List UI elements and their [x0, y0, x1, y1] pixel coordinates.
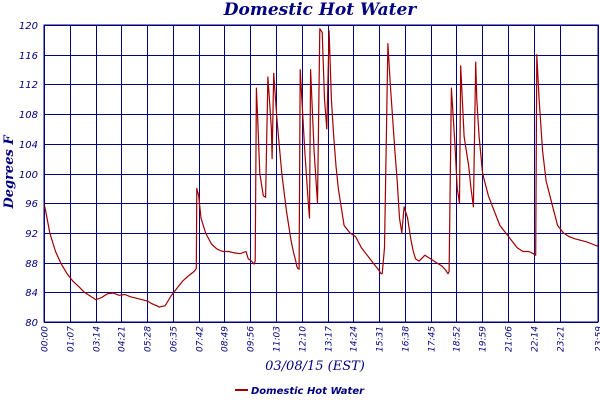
y-axis-label: Degrees F: [2, 135, 17, 210]
chart-title: Domestic Hot Water: [223, 0, 418, 20]
x-tick-label: 07:42: [196, 326, 206, 352]
x-tick-label: 11:03: [273, 326, 283, 352]
x-tick-label: 15:31: [376, 326, 386, 352]
plot-frame: [43, 24, 599, 323]
x-tick-label: 06:35: [170, 326, 180, 352]
x-tick-label: 19:59: [479, 326, 489, 352]
x-tick-label: 03:14: [93, 326, 103, 352]
x-tick-label: 23:21: [557, 326, 567, 352]
y-tick-label: 96: [25, 199, 38, 210]
x-axis-label: 03/08/15 (EST): [265, 359, 365, 374]
y-tick-label: 112: [19, 80, 38, 91]
x-tick-label: 14:24: [350, 326, 360, 352]
y-tick-label: 120: [19, 21, 38, 32]
x-tick-label: 01:07: [67, 326, 77, 352]
x-tick-label: 00:00: [41, 326, 51, 352]
x-tick-label: 09:56: [247, 326, 257, 352]
x-tick-label: 17:45: [428, 326, 438, 352]
x-tick-label: 16:38: [402, 326, 412, 352]
x-tick-label: 21:06: [505, 326, 515, 352]
legend-label: Domestic Hot Water: [251, 386, 365, 397]
y-tick-label: 92: [25, 229, 38, 240]
x-tick-label: 22:14: [531, 326, 541, 352]
x-tick-label: 08:49: [221, 326, 231, 352]
y-tick-label: 116: [19, 51, 38, 62]
y-tick-label: 104: [19, 140, 38, 151]
y-tick-label: 108: [19, 110, 38, 121]
grid-layer: [44, 25, 599, 323]
y-axis-ticks: 80 84 88 92 96 100 104 108 112 116 120: [19, 21, 38, 329]
x-tick-label: 05:28: [144, 326, 154, 352]
x-tick-label: 12:10: [299, 326, 309, 352]
y-tick-label: 80: [25, 318, 38, 329]
x-tick-label: 23:59: [595, 326, 600, 352]
y-tick-label: 84: [25, 288, 38, 299]
series-line-domestic-hot-water: [43, 28, 599, 308]
y-tick-label: 100: [19, 170, 38, 181]
x-tick-label: 04:21: [118, 326, 128, 352]
x-tick-label: 13:17: [325, 326, 335, 352]
legend: Domestic Hot Water: [235, 386, 365, 397]
y-tick-label: 88: [25, 259, 38, 270]
x-tick-label: 18:52: [453, 326, 463, 352]
x-axis-ticks: 00:00 01:07 03:14 04:21 05:28 06:35 07:42 08:49…: [41, 326, 600, 352]
